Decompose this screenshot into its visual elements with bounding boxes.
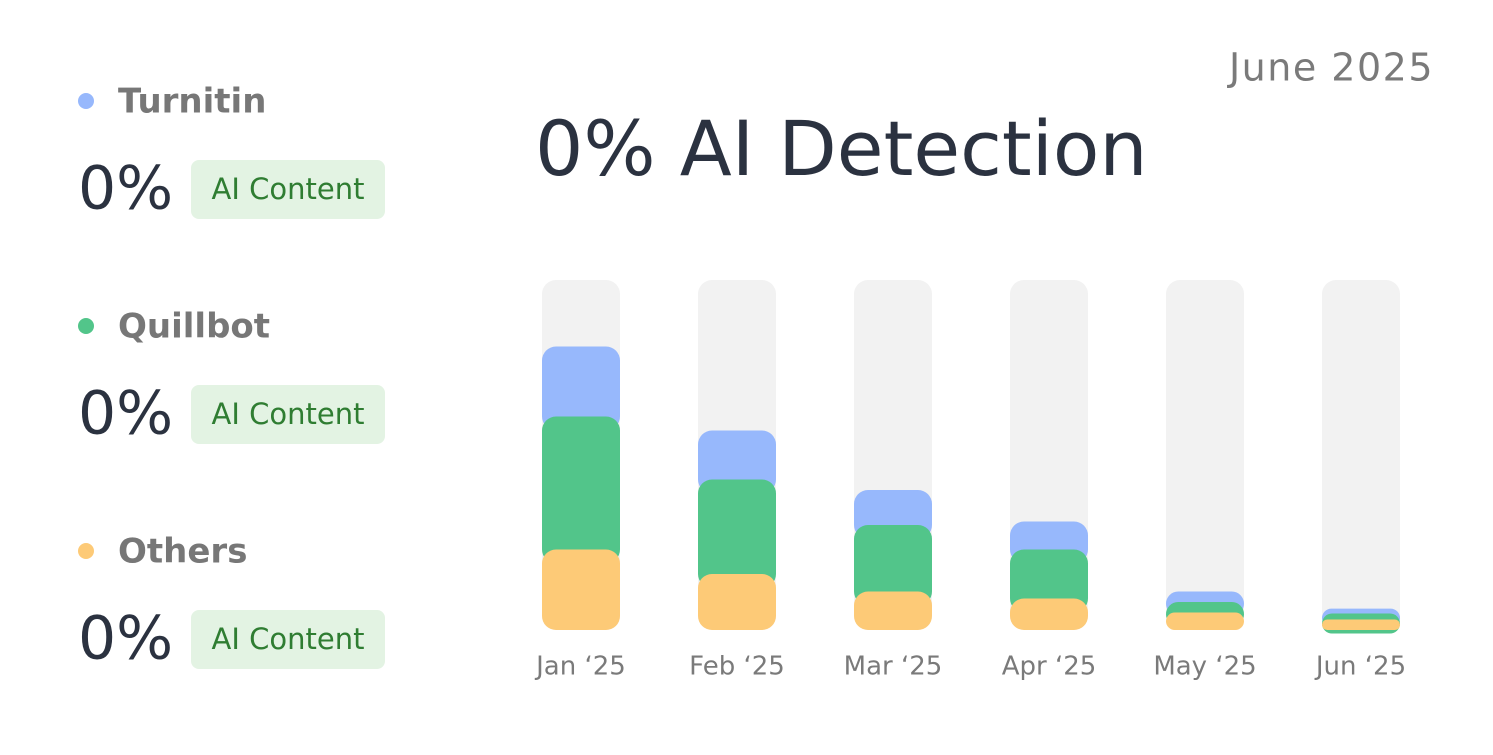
bar-segment	[698, 430, 776, 494]
legend-label: Turnitin	[118, 82, 266, 122]
bar-segment	[1010, 549, 1088, 613]
badge	[191, 160, 385, 219]
x-tick-label: Apr ‘25	[1002, 652, 1097, 682]
bar-segment	[698, 574, 776, 630]
bar-track	[1322, 280, 1400, 630]
summary-value: 0%	[78, 604, 173, 674]
summary-value: 0%	[78, 154, 173, 224]
bar-track	[1166, 280, 1244, 630]
legend-label: Others	[118, 532, 247, 572]
bar-segment	[542, 549, 620, 630]
chart-title: 0% AI Detection	[535, 104, 1148, 193]
chart-subtitle: June 2025	[1227, 46, 1434, 90]
legend-dot	[78, 543, 94, 559]
badge	[191, 385, 385, 444]
x-tick-label: Jun ‘25	[1314, 652, 1406, 682]
bar-segment	[542, 346, 620, 431]
bar-segment	[1322, 619, 1400, 630]
x-tick-label: Jan ‘25	[534, 652, 626, 682]
bar-segment	[1010, 598, 1088, 630]
x-tick-label: May ‘25	[1153, 652, 1256, 682]
bar-segment	[698, 479, 776, 588]
bar-segment	[854, 525, 932, 606]
badge-text: AI Content	[212, 397, 365, 431]
legend-label: Quillbot	[118, 307, 270, 347]
badge-text: AI Content	[212, 172, 365, 206]
bar-segment	[1166, 612, 1244, 630]
summary-value: 0%	[78, 379, 173, 449]
x-tick-label: Feb ‘25	[689, 652, 785, 682]
legend-dot	[78, 93, 94, 109]
legend-dot	[78, 318, 94, 334]
bar-segment	[854, 591, 932, 630]
badge-text: AI Content	[212, 622, 365, 656]
badge	[191, 610, 385, 669]
bar-segment	[542, 416, 620, 564]
x-tick-label: Mar ‘25	[844, 652, 943, 682]
